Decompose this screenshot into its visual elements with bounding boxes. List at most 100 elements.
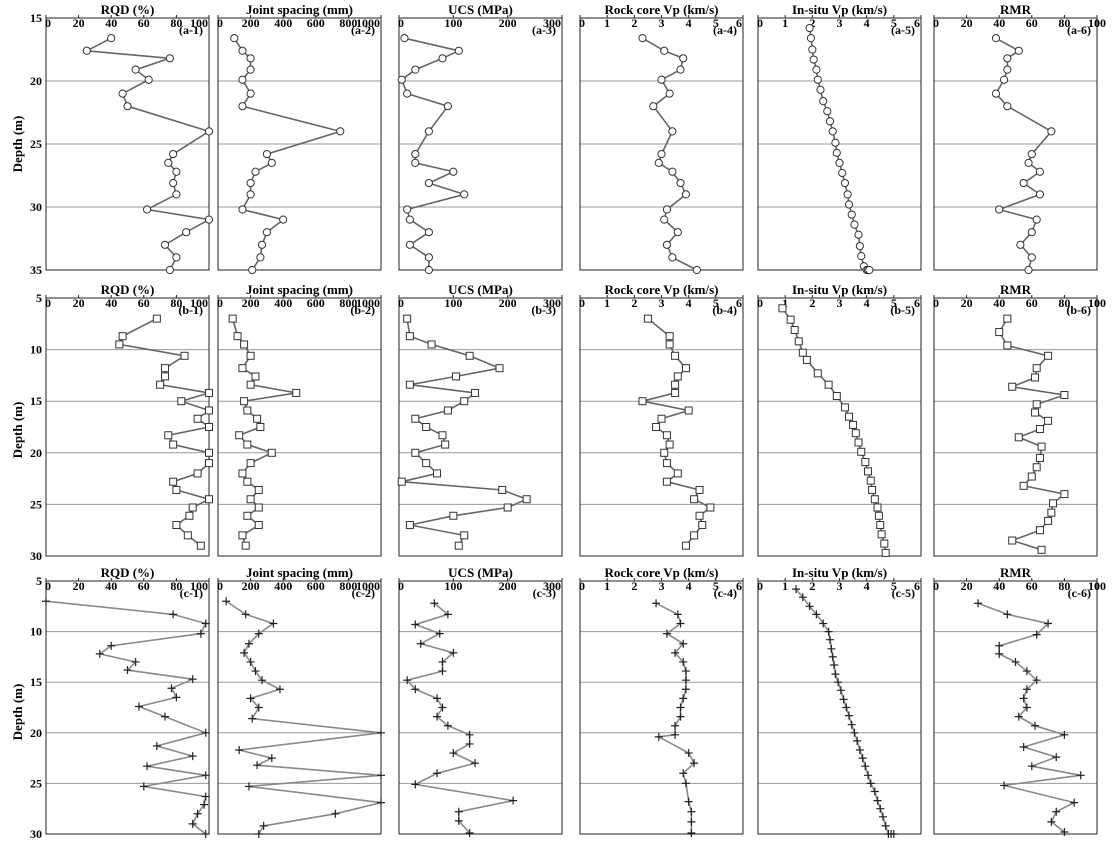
data-point — [452, 372, 461, 381]
data-point — [243, 406, 252, 415]
data-point — [681, 190, 691, 199]
plot-frame — [217, 17, 382, 271]
data-point — [665, 340, 674, 349]
x-tick-label: 1 — [604, 16, 610, 30]
panel-b-4: Rock core Vp (km/s) 0 1 2 3 4 5 6(b-4) — [579, 282, 744, 557]
data-point — [142, 205, 152, 214]
data-point — [411, 685, 420, 694]
data-point — [164, 158, 173, 167]
data-point — [205, 406, 213, 415]
data-point — [878, 812, 887, 821]
data-point — [662, 240, 672, 249]
data-point — [172, 253, 181, 262]
data-point — [460, 190, 469, 199]
data-point — [188, 675, 197, 684]
data-point — [115, 340, 124, 349]
data-point — [253, 761, 262, 770]
data-point — [794, 337, 803, 346]
data-point — [454, 46, 463, 55]
data-point — [405, 215, 414, 224]
data-point — [222, 597, 231, 606]
panel-title: Joint spacing (mm) — [246, 2, 353, 17]
x-tick-label: 2 — [809, 579, 815, 593]
data-point — [673, 372, 682, 381]
x-tick-label: 100 — [444, 579, 462, 593]
data-point — [254, 521, 263, 530]
data-point — [139, 782, 148, 791]
data-point — [1035, 167, 1045, 176]
panel-c-1: RQD (%) 0 20 40 60 80 100 5 10 15 20 25 30 (c-1) — [30, 565, 210, 841]
data-point — [201, 830, 210, 838]
x-tick-label: 20 — [961, 16, 973, 30]
data-point — [808, 45, 817, 54]
data-point — [152, 314, 161, 323]
data-point — [397, 75, 406, 84]
data-point — [676, 178, 685, 188]
data-point — [1016, 240, 1025, 249]
data-point — [405, 332, 414, 341]
data-point — [1032, 630, 1041, 639]
data-point — [1000, 781, 1009, 790]
data-point — [1031, 721, 1040, 730]
data-point — [405, 380, 414, 389]
x-tick-label: 0 — [933, 16, 939, 30]
data-point — [679, 54, 688, 63]
data-point — [850, 220, 859, 229]
x-tick-label: 200 — [499, 579, 517, 593]
x-tick-label: 80 — [1058, 296, 1070, 310]
x-tick-label: 3 — [837, 296, 843, 310]
panel-title: UCS (MPa) — [448, 565, 513, 580]
data-point — [498, 485, 507, 494]
data-point — [681, 676, 690, 685]
x-tick-label: 0 — [45, 296, 51, 310]
plot-frame — [933, 17, 1098, 271]
x-tick-label: 40 — [993, 579, 1005, 593]
data-point — [825, 635, 834, 644]
data-point — [868, 485, 877, 494]
panel-a-5: In-situ Vp (km/s) 0 1 2 3 4 5 6(a-5) — [757, 2, 922, 275]
data-point — [241, 610, 250, 619]
data-point — [188, 503, 197, 512]
data-point — [262, 149, 271, 159]
panel-label: (b-2) — [350, 303, 375, 317]
data-point — [253, 414, 262, 423]
panel-b-6: RMR 0 20 40 60 80 100(b-6) — [933, 282, 1106, 557]
data-point — [681, 667, 690, 676]
series-line — [400, 37, 468, 270]
data-point — [82, 46, 91, 55]
data-point — [254, 629, 263, 638]
data-point — [438, 431, 447, 440]
data-point — [671, 648, 680, 657]
panel-label: (a-5) — [891, 23, 915, 37]
data-point — [411, 149, 420, 159]
data-point — [449, 648, 458, 657]
data-point — [188, 752, 197, 761]
data-point — [1008, 382, 1017, 391]
x-tick-label: 0 — [933, 296, 939, 310]
data-point — [1052, 807, 1061, 816]
data-point — [832, 148, 841, 157]
panel-title: Joint spacing (mm) — [246, 282, 353, 297]
data-point — [638, 397, 647, 406]
data-point — [411, 158, 420, 167]
data-point — [676, 703, 685, 712]
data-point — [246, 89, 255, 98]
data-point — [403, 676, 412, 685]
data-point — [1060, 490, 1069, 499]
y-tick-label: 30 — [30, 827, 42, 841]
depth-axis-label: Depth (m) — [10, 402, 25, 459]
data-point — [662, 431, 671, 440]
data-point — [131, 657, 140, 666]
x-tick-label: 1 — [604, 296, 610, 310]
data-point — [169, 440, 178, 449]
data-point — [687, 828, 696, 837]
data-point — [1003, 102, 1012, 111]
data-point — [1003, 314, 1012, 323]
data-point — [403, 205, 412, 214]
data-point — [995, 649, 1004, 658]
x-tick-label: 200 — [499, 296, 517, 310]
data-point — [876, 521, 885, 530]
plot-frame — [398, 297, 563, 557]
data-point — [422, 459, 431, 468]
